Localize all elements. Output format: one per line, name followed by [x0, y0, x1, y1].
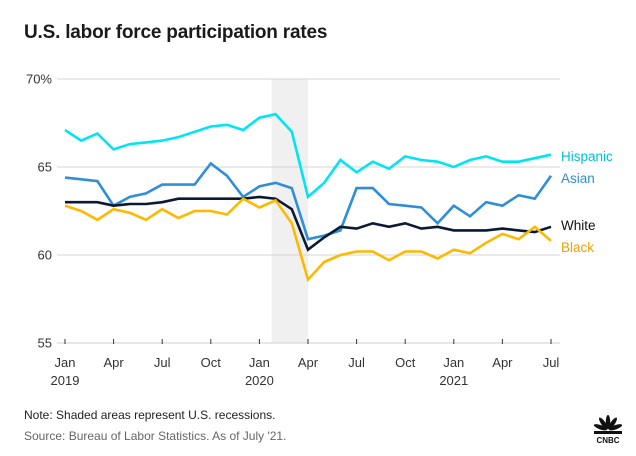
- y-tick-label: 70%: [26, 72, 52, 87]
- x-tick-label: Jan: [249, 355, 270, 370]
- legend-label-hispanic: Hispanic: [561, 149, 613, 164]
- chart-source: Source: Bureau of Labor Statistics. As o…: [24, 429, 287, 443]
- series-line-black: [64, 197, 552, 283]
- recession-shade: [271, 79, 308, 343]
- legend-label-white: White: [561, 218, 596, 233]
- x-tick-label: Jul: [348, 355, 365, 370]
- chart-title: U.S. labor force participation rates: [24, 22, 328, 43]
- x-tick-label: Apr: [103, 355, 124, 370]
- series-lines: [64, 112, 553, 283]
- x-tick-year: 2020: [245, 373, 274, 388]
- x-tick-year: 2021: [439, 373, 468, 388]
- x-tick-label: Oct: [201, 355, 222, 370]
- legend: Hispanic Asian White Black: [561, 149, 613, 255]
- legend-label-asian: Asian: [561, 171, 595, 186]
- series-line-hispanic: [64, 112, 552, 200]
- recession-shading-layer: [271, 79, 308, 343]
- y-tick-label: 60: [38, 248, 52, 263]
- series-line-white: [65, 195, 552, 252]
- y-tick-label: 55: [38, 336, 52, 351]
- y-tick-label: 65: [38, 160, 52, 175]
- gridlines: [57, 78, 560, 344]
- line-chart: 70% 65 60 55 Jan 2019 Apr Jul Oct Jan 2020 Apr Jul O…: [26, 72, 613, 389]
- logo-text: CNBC: [596, 436, 619, 445]
- x-axis: Jan 2019 Apr Jul Oct Jan 2020 Apr Jul Oct Jan 2021 A…: [51, 339, 560, 388]
- x-tick-label: Jan: [55, 355, 76, 370]
- x-tick-label: Apr: [298, 355, 319, 370]
- x-tick-label: Jan: [443, 355, 464, 370]
- chart-note: Note: Shaded areas represent U.S. recess…: [24, 408, 276, 422]
- legend-label-black: Black: [561, 240, 594, 255]
- x-tick-label: Apr: [492, 355, 513, 370]
- cnbc-logo-icon: CNBC: [593, 415, 623, 445]
- y-axis: 70% 65 60 55: [26, 72, 52, 351]
- series-line-asian: [64, 161, 553, 241]
- x-tick-label: Oct: [395, 355, 416, 370]
- x-tick-year: 2019: [51, 373, 80, 388]
- x-tick-label: Jul: [154, 355, 171, 370]
- x-tick-label: Jul: [543, 355, 560, 370]
